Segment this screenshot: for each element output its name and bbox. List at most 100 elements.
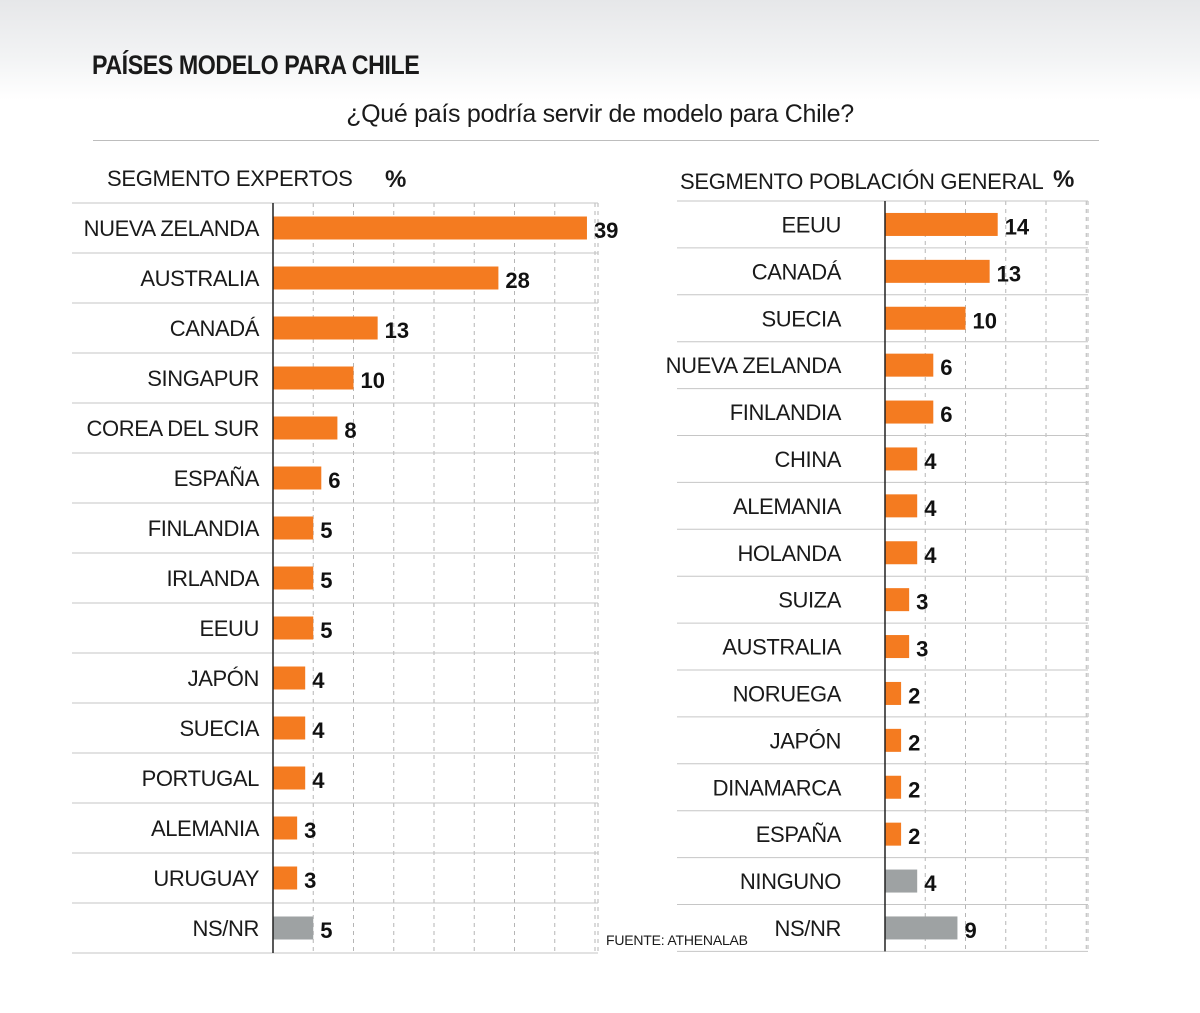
- value-label: 4: [924, 496, 937, 521]
- category-label: NINGUNO: [740, 869, 841, 894]
- chart-subtitle: ¿Qué país podría servir de modelo para C…: [346, 100, 854, 128]
- category-label: SINGAPUR: [147, 366, 259, 391]
- value-label: 4: [312, 768, 325, 793]
- value-label: 10: [361, 368, 385, 393]
- value-label: 28: [505, 268, 529, 293]
- bar: [273, 466, 322, 490]
- value-label: 6: [940, 355, 952, 380]
- bar: [885, 822, 902, 846]
- category-label: SUIZA: [778, 588, 842, 613]
- bar: [273, 216, 587, 240]
- value-label: 13: [385, 318, 409, 343]
- bar: [885, 635, 910, 659]
- left-panel-title: SEGMENTO EXPERTOS: [107, 166, 353, 191]
- category-label: FINLANDIA: [730, 400, 842, 425]
- category-label: URUGUAY: [153, 866, 259, 891]
- category-label: COREA DEL SUR: [87, 416, 259, 441]
- bar: [273, 866, 298, 890]
- bar: [885, 588, 910, 612]
- value-label: 2: [908, 824, 920, 849]
- bar: [885, 400, 934, 424]
- category-label: AUSTRALIA: [722, 635, 841, 660]
- category-label: DINAMARCA: [713, 775, 842, 800]
- bar: [273, 516, 314, 540]
- value-label: 2: [908, 730, 920, 755]
- bar: [273, 666, 306, 690]
- bar: [273, 366, 354, 390]
- category-label: ESPAÑA: [174, 466, 260, 491]
- value-label: 3: [916, 637, 928, 662]
- value-label: 5: [320, 518, 332, 543]
- category-label: NORUEGA: [733, 681, 842, 706]
- value-label: 6: [940, 402, 952, 427]
- category-label: ALEMANIA: [151, 816, 260, 841]
- subtitle-divider: [93, 140, 1099, 141]
- category-label: CANADÁ: [170, 316, 260, 341]
- bar: [885, 916, 958, 940]
- category-label: NS/NR: [775, 916, 841, 941]
- category-label: NUEVA ZELANDA: [84, 216, 260, 241]
- value-label: 2: [908, 683, 920, 708]
- bar: [885, 259, 990, 283]
- bar: [273, 266, 499, 290]
- category-label: EEUU: [199, 616, 259, 641]
- bar: [885, 775, 902, 799]
- value-label: 8: [344, 418, 356, 443]
- category-label: JAPÓN: [188, 666, 259, 691]
- header-band: [0, 0, 1200, 100]
- category-label: NS/NR: [193, 916, 259, 941]
- bar: [273, 416, 338, 440]
- page-title: PAÍSES MODELO PARA CHILE: [92, 50, 420, 80]
- category-label: SUECIA: [761, 306, 841, 331]
- bar: [273, 616, 314, 640]
- value-label: 4: [924, 543, 937, 568]
- value-label: 13: [997, 261, 1021, 286]
- category-label: AUSTRALIA: [140, 266, 259, 291]
- bar: [885, 353, 934, 377]
- bar: [885, 681, 902, 705]
- category-label: EEUU: [781, 212, 841, 237]
- value-label: 4: [924, 871, 937, 896]
- value-label: 3: [304, 868, 316, 893]
- value-label: 14: [1005, 214, 1030, 239]
- value-label: 2: [908, 777, 920, 802]
- right-panel-title: SEGMENTO POBLACIÓN GENERAL: [680, 169, 1044, 194]
- category-label: ESPAÑA: [756, 822, 842, 847]
- value-label: 4: [312, 718, 325, 743]
- category-label: PORTUGAL: [142, 766, 260, 791]
- value-label: 3: [304, 818, 316, 843]
- bar: [885, 494, 918, 518]
- category-label: HOLANDA: [737, 541, 841, 566]
- bar: [885, 212, 998, 236]
- category-label: FINLANDIA: [148, 516, 260, 541]
- bar: [273, 816, 298, 840]
- category-label: NUEVA ZELANDA: [666, 353, 842, 378]
- bar: [885, 728, 902, 752]
- value-label: 5: [320, 618, 332, 643]
- source-note: FUENTE: ATHENALAB: [606, 932, 748, 948]
- bar: [885, 869, 918, 893]
- value-label: 10: [973, 308, 997, 333]
- value-label: 6: [328, 468, 340, 493]
- bar: [273, 766, 306, 790]
- category-label: JAPÓN: [770, 728, 841, 753]
- category-label: IRLANDA: [166, 566, 259, 591]
- left-panel-unit: %: [385, 166, 407, 193]
- bar: [885, 447, 918, 471]
- value-label: 3: [916, 590, 928, 615]
- value-label: 9: [964, 918, 976, 943]
- category-label: SUECIA: [179, 716, 259, 741]
- value-label: 39: [594, 218, 618, 243]
- value-label: 5: [320, 918, 332, 943]
- bar: [273, 716, 306, 740]
- bar: [273, 316, 378, 340]
- bar: [885, 541, 918, 565]
- value-label: 4: [312, 668, 325, 693]
- bar: [885, 306, 966, 330]
- category-label: ALEMANIA: [733, 494, 842, 519]
- category-label: CHINA: [775, 447, 842, 472]
- right-panel-unit: %: [1053, 166, 1075, 193]
- category-label: CANADÁ: [752, 259, 842, 284]
